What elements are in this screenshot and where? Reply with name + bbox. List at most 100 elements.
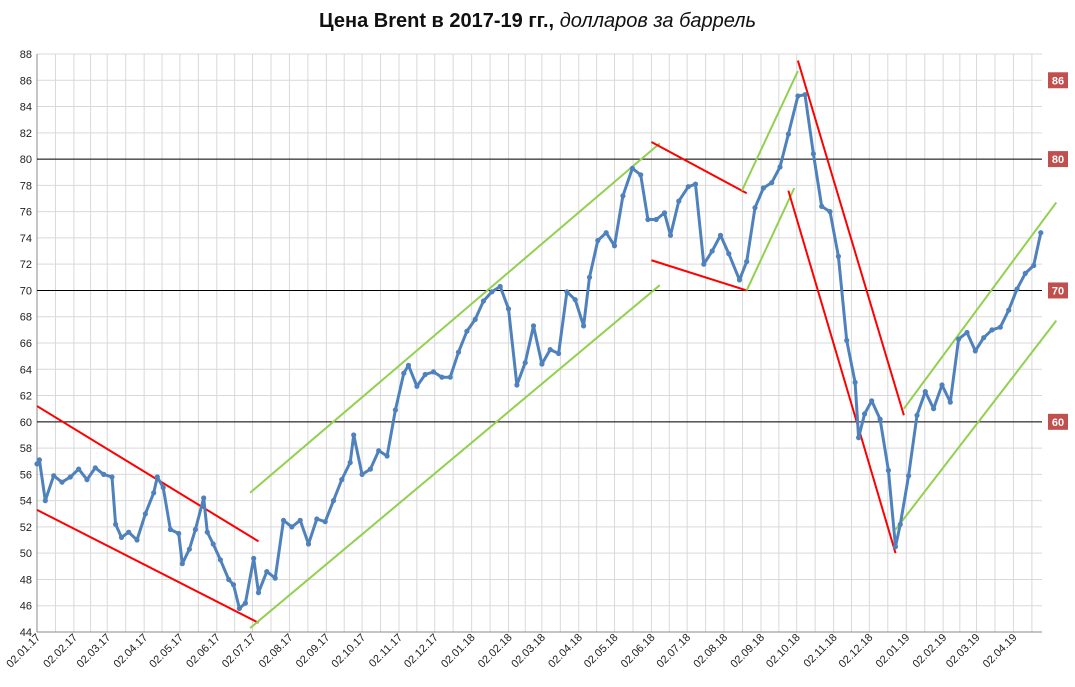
price-point bbox=[422, 371, 428, 378]
price-point bbox=[685, 184, 691, 190]
price-point bbox=[795, 93, 801, 99]
price-point bbox=[59, 479, 65, 485]
price-point bbox=[539, 361, 545, 367]
price-point bbox=[1006, 307, 1012, 313]
price-point bbox=[989, 327, 995, 333]
price-point bbox=[297, 517, 303, 523]
reference-lines bbox=[37, 158, 1042, 423]
x-tick-label: 02.07.17 bbox=[220, 632, 259, 671]
price-point bbox=[556, 350, 562, 357]
price-point bbox=[330, 498, 337, 504]
x-tick-label: 02.02.17 bbox=[41, 632, 80, 671]
trend-line-5 bbox=[650, 141, 748, 195]
price-point bbox=[204, 529, 210, 535]
level-tags: 86 80 70 60 bbox=[1048, 72, 1068, 430]
x-tick-label: 02.01.19 bbox=[874, 632, 913, 671]
chart-title-main: Цена Brent в 2017-19 гг., bbox=[319, 10, 555, 32]
y-tick-label: 50 bbox=[20, 548, 32, 560]
price-point bbox=[997, 324, 1003, 330]
y-tick-label: 74 bbox=[20, 233, 32, 245]
price-point bbox=[638, 172, 644, 178]
price-point bbox=[186, 546, 192, 552]
price-point bbox=[480, 298, 487, 304]
price-point bbox=[472, 316, 478, 322]
x-tick-label: 02.03.19 bbox=[944, 632, 983, 671]
price-point bbox=[126, 529, 132, 535]
price-point bbox=[113, 521, 119, 527]
price-point bbox=[810, 151, 817, 157]
price-point bbox=[572, 297, 578, 303]
price-point bbox=[785, 131, 792, 137]
price-point bbox=[709, 248, 715, 254]
price-point bbox=[906, 473, 912, 479]
x-tick-label: 02.09.18 bbox=[728, 632, 767, 671]
x-tick-label: 02.11.17 bbox=[367, 632, 405, 670]
price-point bbox=[922, 389, 928, 395]
trend-line-11 bbox=[903, 201, 1058, 410]
price-point bbox=[914, 412, 920, 418]
price-point bbox=[167, 526, 173, 533]
level-tag-label: 70 bbox=[1052, 285, 1064, 297]
y-tick-label: 70 bbox=[20, 285, 32, 297]
price-point bbox=[305, 541, 312, 547]
price-point bbox=[497, 283, 503, 290]
price-point bbox=[931, 406, 937, 412]
y-tick-label: 46 bbox=[20, 601, 32, 613]
price-point bbox=[1031, 262, 1037, 269]
price-point bbox=[367, 466, 373, 472]
y-tick-label: 66 bbox=[20, 338, 32, 350]
price-point bbox=[661, 210, 668, 216]
trend-line-12 bbox=[894, 320, 1058, 531]
trend-line-2 bbox=[36, 508, 259, 624]
price-point bbox=[603, 230, 609, 236]
price-point bbox=[401, 370, 407, 376]
price-point bbox=[142, 511, 148, 517]
trend-line-10 bbox=[787, 190, 897, 554]
price-point bbox=[611, 243, 618, 249]
price-point bbox=[280, 517, 287, 523]
x-tick-label: 02.02.18 bbox=[476, 632, 515, 671]
price-point bbox=[76, 466, 82, 472]
price-point bbox=[405, 362, 412, 368]
price-point bbox=[877, 416, 883, 422]
price-point bbox=[439, 374, 445, 380]
price-point bbox=[201, 495, 207, 501]
price-point bbox=[586, 274, 593, 280]
y-tick-label: 64 bbox=[20, 364, 32, 376]
level-tag-80 bbox=[1048, 151, 1068, 168]
price-point bbox=[272, 575, 278, 581]
x-tick-label: 02.09.17 bbox=[294, 632, 333, 671]
x-tick-label: 02.10.18 bbox=[764, 632, 803, 671]
price-point bbox=[289, 524, 295, 530]
price-point bbox=[109, 474, 115, 480]
y-tick-label: 84 bbox=[20, 102, 32, 114]
level-tag-label: 86 bbox=[1052, 75, 1064, 87]
price-point bbox=[179, 561, 185, 567]
trend-line-6 bbox=[651, 259, 747, 292]
price-point bbox=[464, 328, 470, 334]
price-point bbox=[717, 232, 724, 238]
y-tick-label: 68 bbox=[20, 312, 32, 324]
price-point bbox=[84, 477, 90, 483]
price-point bbox=[264, 569, 270, 575]
price-point bbox=[856, 435, 862, 441]
y-tick-label: 52 bbox=[20, 522, 32, 534]
price-point bbox=[819, 203, 825, 209]
price-point bbox=[645, 216, 651, 223]
price-point bbox=[760, 185, 767, 191]
trend-line-9 bbox=[796, 60, 905, 416]
price-point bbox=[430, 369, 437, 375]
x-tick-label: 02.03.18 bbox=[509, 632, 548, 671]
series-layer bbox=[34, 92, 1044, 612]
x-tick-label: 02.06.17 bbox=[184, 632, 223, 671]
price-point bbox=[726, 251, 732, 257]
x-tick-label: 02.02.19 bbox=[911, 632, 950, 671]
price-point bbox=[947, 399, 953, 405]
level-tag-label: 60 bbox=[1052, 417, 1064, 429]
price-point bbox=[827, 209, 833, 215]
price-point bbox=[547, 347, 553, 353]
price-point bbox=[230, 582, 237, 588]
price-point bbox=[777, 164, 783, 170]
price-point bbox=[351, 432, 357, 438]
